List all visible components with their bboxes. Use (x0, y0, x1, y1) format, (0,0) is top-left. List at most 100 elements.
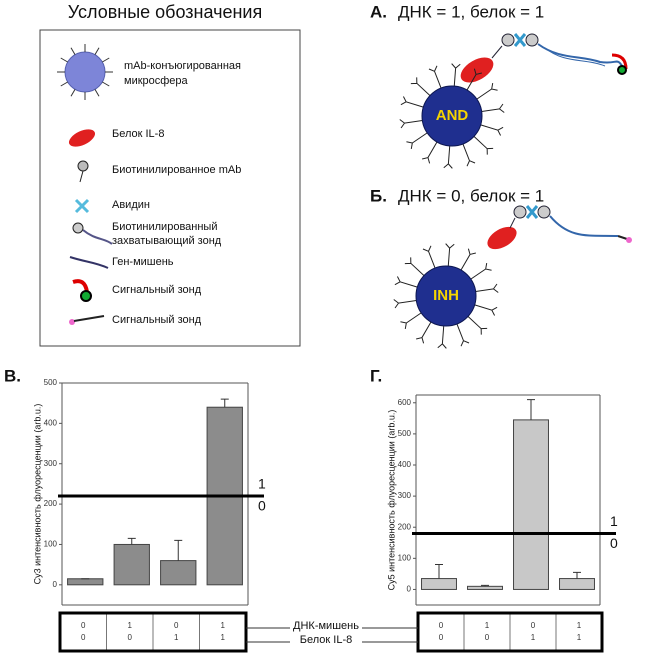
error-bar (220, 398, 229, 408)
y-tick-label: 100 (44, 540, 58, 549)
legend-label: Авидин (112, 199, 150, 211)
row-label: Белок IL-8 (300, 634, 352, 646)
bar (421, 578, 457, 590)
legend-spike (94, 89, 100, 97)
spike (475, 283, 499, 293)
table-cell: 1 (221, 621, 226, 630)
spike (404, 257, 425, 276)
spike (393, 299, 417, 309)
error-bar (481, 584, 489, 587)
row-label-bg (290, 634, 362, 646)
bar (467, 585, 503, 590)
spike (460, 248, 476, 271)
legend-title: Условные обозначения (68, 2, 262, 22)
y-tick-label: 600 (398, 398, 412, 407)
table-cell: 0 (128, 633, 133, 642)
table-cell: 1 (577, 621, 582, 630)
table-cell: 1 (577, 633, 582, 642)
spike (406, 132, 428, 150)
error-bar (527, 399, 535, 420)
error-bar (127, 537, 136, 545)
spike (400, 312, 422, 330)
spike (451, 63, 461, 87)
y-tick-label: 0 (407, 585, 412, 594)
spike (416, 321, 432, 344)
legend-label: Белок IL-8 (112, 128, 164, 140)
table-cell: 1 (174, 633, 179, 642)
threshold-label: 0 (610, 535, 618, 551)
row-label-bg (290, 620, 362, 632)
spike (480, 124, 504, 136)
error-bar (174, 539, 183, 561)
legend-spike (102, 81, 110, 87)
legend-label: Биотинилированное mAb (112, 164, 241, 176)
spike (466, 68, 482, 91)
y-axis-label: Cy3 интенсивность флуоресценции (arb.u.) (32, 404, 42, 585)
spike (445, 243, 455, 267)
legend-label: Сигнальный зонд (112, 314, 202, 326)
table-box (58, 611, 248, 653)
legend-label: Биотинилированный (112, 221, 217, 233)
panel-caption: ДНК = 0, белок = 1 (398, 186, 544, 205)
table-cell: 0 (439, 633, 444, 642)
bead-label: INH (433, 287, 459, 304)
spike (443, 145, 453, 169)
spike (422, 245, 436, 269)
legend-spike (60, 57, 68, 63)
legend-label: Сигнальный зонд (112, 284, 202, 296)
legend-label: Ген-мишень (112, 256, 174, 268)
bar (113, 543, 150, 586)
bar (67, 578, 104, 586)
row-label: ДНК-мишень (293, 620, 359, 632)
diagram-a (460, 33, 632, 250)
bar (160, 560, 197, 586)
error-bar (573, 571, 581, 579)
threshold-label: 1 (258, 476, 266, 492)
y-tick-label: 200 (44, 499, 58, 508)
table-cell: 0 (81, 633, 86, 642)
panel-letter: Б. (370, 186, 387, 205)
y-tick-label: 400 (44, 418, 58, 427)
spike (474, 304, 498, 316)
table-box (416, 611, 604, 653)
table-cell: 0 (531, 621, 536, 630)
y-tick-label: 300 (44, 459, 58, 468)
y-tick-label: 400 (398, 460, 412, 469)
chart-letter: Г. (370, 366, 382, 385)
spike (476, 82, 498, 100)
table-cell: 1 (485, 621, 490, 630)
spike (437, 325, 447, 349)
legend-label: захватывающий зонд (112, 235, 222, 247)
table-cell: 0 (174, 621, 179, 630)
legend-spike (102, 57, 110, 63)
table-cell: 0 (81, 621, 86, 630)
y-tick-label: 100 (398, 553, 412, 562)
y-tick-label: 0 (53, 580, 58, 589)
spike (462, 143, 476, 167)
bar (559, 578, 595, 590)
spike (456, 323, 470, 347)
y-tick-label: 500 (44, 378, 58, 387)
table-cell: 0 (485, 633, 490, 642)
legend-spike (94, 47, 100, 55)
error-bar (435, 564, 443, 579)
panel-caption: ДНК = 1, белок = 1 (398, 2, 544, 21)
legend-icons (68, 129, 113, 325)
threshold-label: 0 (258, 498, 266, 514)
threshold-label: 1 (610, 513, 618, 529)
legend-label: микросфера (124, 75, 189, 87)
spike (481, 103, 505, 113)
chart-letter: В. (4, 366, 21, 385)
y-tick-label: 300 (398, 491, 412, 500)
legend-bead (64, 51, 106, 93)
spike (470, 262, 492, 280)
legend-spike (70, 89, 76, 97)
legend-spike (70, 47, 76, 55)
table-cell: 1 (128, 621, 133, 630)
spike (422, 141, 438, 164)
panel-letter: А. (370, 2, 387, 21)
legend-spike (60, 81, 68, 87)
spike (410, 77, 431, 96)
spike (467, 316, 488, 335)
